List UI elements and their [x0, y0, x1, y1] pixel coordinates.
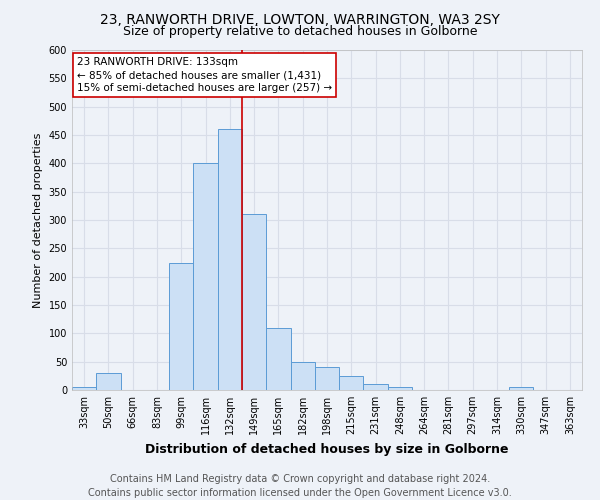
- Bar: [339, 376, 364, 390]
- Bar: [509, 387, 533, 390]
- Text: Contains HM Land Registry data © Crown copyright and database right 2024.
Contai: Contains HM Land Registry data © Crown c…: [88, 474, 512, 498]
- X-axis label: Distribution of detached houses by size in Golborne: Distribution of detached houses by size …: [145, 442, 509, 456]
- Bar: [315, 368, 339, 390]
- Bar: [242, 214, 266, 390]
- Bar: [388, 387, 412, 390]
- Bar: [266, 328, 290, 390]
- Text: 23, RANWORTH DRIVE, LOWTON, WARRINGTON, WA3 2SY: 23, RANWORTH DRIVE, LOWTON, WARRINGTON, …: [100, 12, 500, 26]
- Bar: [169, 262, 193, 390]
- Bar: [96, 373, 121, 390]
- Bar: [218, 130, 242, 390]
- Bar: [72, 387, 96, 390]
- Text: 23 RANWORTH DRIVE: 133sqm
← 85% of detached houses are smaller (1,431)
15% of se: 23 RANWORTH DRIVE: 133sqm ← 85% of detac…: [77, 57, 332, 93]
- Bar: [364, 384, 388, 390]
- Bar: [290, 362, 315, 390]
- Y-axis label: Number of detached properties: Number of detached properties: [33, 132, 43, 308]
- Bar: [193, 164, 218, 390]
- Text: Size of property relative to detached houses in Golborne: Size of property relative to detached ho…: [123, 25, 477, 38]
